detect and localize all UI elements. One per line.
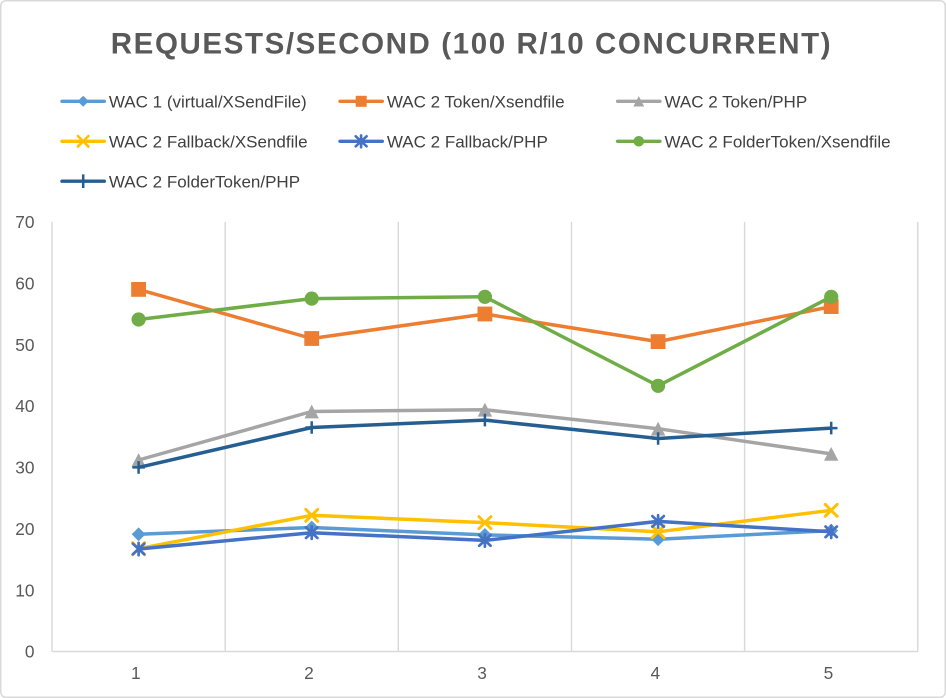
svg-text:WAC 1 (virtual/XSendFile): WAC 1 (virtual/XSendFile) <box>109 92 307 111</box>
svg-text:70: 70 <box>15 212 34 232</box>
svg-text:30: 30 <box>15 458 34 478</box>
svg-text:5: 5 <box>824 663 834 683</box>
svg-text:WAC 2 Token/PHP: WAC 2 Token/PHP <box>665 92 808 111</box>
svg-text:WAC 2 Fallback/XSendfile: WAC 2 Fallback/XSendfile <box>109 132 308 151</box>
svg-text:4: 4 <box>650 663 660 683</box>
svg-text:1: 1 <box>131 663 141 683</box>
svg-text:3: 3 <box>477 663 487 683</box>
svg-text:20: 20 <box>15 519 34 539</box>
svg-text:40: 40 <box>15 396 34 416</box>
svg-text:0: 0 <box>25 642 35 662</box>
svg-text:REQUESTS/SECOND (100 R/10 CONC: REQUESTS/SECOND (100 R/10 CONCURRENT) <box>111 28 832 61</box>
svg-text:WAC 2 FolderToken/Xsendfile: WAC 2 FolderToken/Xsendfile <box>665 132 891 151</box>
svg-text:WAC 2 Fallback/PHP: WAC 2 Fallback/PHP <box>387 132 548 151</box>
svg-text:2: 2 <box>304 663 314 683</box>
svg-text:50: 50 <box>15 335 34 355</box>
svg-text:10: 10 <box>15 580 34 600</box>
svg-text:WAC 2 Token/Xsendfile: WAC 2 Token/Xsendfile <box>387 92 565 111</box>
svg-text:60: 60 <box>15 274 34 294</box>
svg-text:WAC 2 FolderToken/PHP: WAC 2 FolderToken/PHP <box>109 172 300 191</box>
